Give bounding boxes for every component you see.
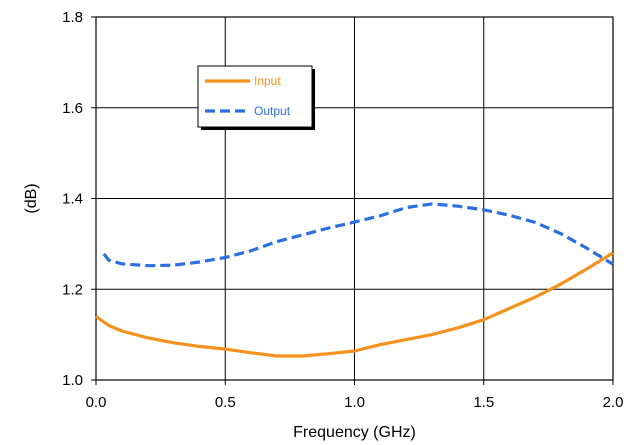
legend-label-output: Output <box>254 104 291 118</box>
y-tick-label: 1.6 <box>62 100 83 117</box>
series-line-input <box>95 251 614 358</box>
series-layer <box>95 202 614 358</box>
x-tick-label: 1.0 <box>344 394 365 411</box>
legend: Input Output <box>197 65 315 130</box>
y-tick-label: 1.2 <box>62 281 83 298</box>
y-tick-label: 1.8 <box>62 9 83 26</box>
x-tick-label: 0.0 <box>86 394 107 411</box>
x-tick-label: 1.5 <box>473 394 494 411</box>
legend-box <box>197 65 313 128</box>
x-tick-label: 0.5 <box>215 394 236 411</box>
axis-labels: Frequency (GHz) (dB) <box>23 183 416 441</box>
axes: 0.0 0.5 1.0 1.5 2.0 1.0 1.2 1.4 1.6 1.8 <box>62 9 623 411</box>
y-tick-label: 1.4 <box>62 191 83 208</box>
y-axis-title: (dB) <box>23 183 40 213</box>
grid <box>96 17 613 380</box>
legend-label-input: Input <box>254 74 281 88</box>
series-line-output <box>102 202 614 268</box>
x-tick-label: 2.0 <box>603 394 624 411</box>
y-tick-label: 1.0 <box>62 372 83 389</box>
x-axis-title: Frequency (GHz) <box>293 424 416 441</box>
